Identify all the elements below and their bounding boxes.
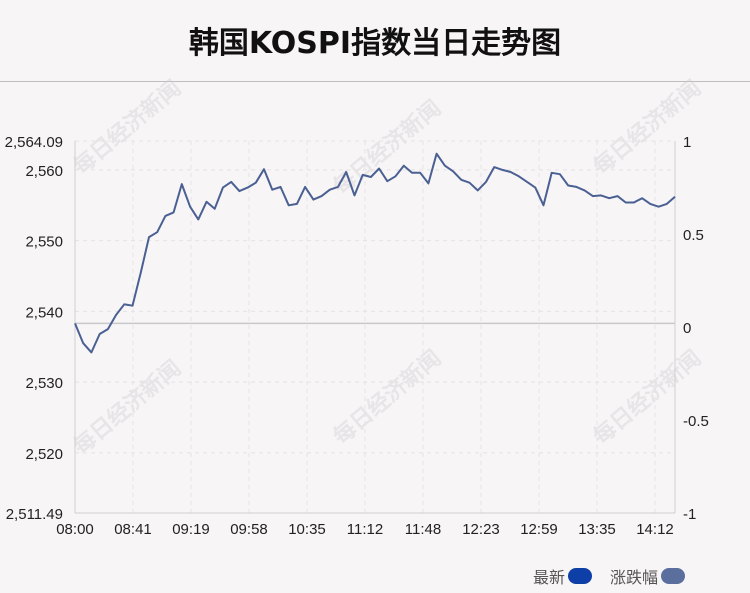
y-right-tick-label: 1: [683, 134, 691, 151]
x-tick-label: 12:23: [462, 521, 500, 538]
chart-title: 韩国KOSPI指数当日走势图: [188, 26, 562, 61]
legend-label-latest: 最新: [533, 568, 566, 587]
x-tick-label: 11:48: [405, 521, 441, 538]
x-tick-label: 10:35: [288, 521, 326, 538]
x-tick-label: 09:19: [172, 521, 210, 538]
y-right-tick-label: -1: [683, 506, 696, 523]
x-tick-label: 08:00: [56, 521, 94, 538]
y-left-tick-label: 2,560: [25, 163, 63, 180]
y-left-tick-label: 2,530: [25, 375, 63, 392]
title-divider: [0, 81, 750, 82]
x-tick-label: 14:12: [636, 521, 674, 538]
series-line-latest: [74, 152, 676, 354]
grid-lines: [74, 140, 675, 514]
series-layer: [74, 152, 676, 354]
tick-labels: 2,564.09 2,560 2,550 2,540 2,530 2,520 2,511.4…: [5, 134, 709, 538]
legend-swatch-latest: [568, 568, 593, 584]
y-right-tick-label: 0: [683, 320, 691, 337]
legend-item-latest[interactable]: 最新: [533, 564, 593, 588]
legend-label-change: 涨跌幅: [610, 568, 659, 587]
legend: 最新 涨跌幅: [533, 564, 703, 588]
y-right-tick-label: 0.5: [683, 227, 704, 244]
y-left-tick-label: 2,540: [25, 304, 63, 321]
axes: [74, 141, 676, 514]
x-tick-label: 09:58: [230, 521, 268, 538]
y-left-tick-label: 2,511.49: [6, 506, 63, 523]
legend-swatch-change: [661, 568, 686, 584]
y-left-tick-label: 2,520: [25, 446, 63, 463]
y-left-tick-label: 2,564.09: [5, 134, 63, 151]
x-tick-label: 11:12: [347, 521, 383, 538]
x-tick-label: 12:59: [520, 521, 558, 538]
x-tick-label: 08:41: [114, 521, 152, 538]
y-left-tick-label: 2,550: [25, 234, 63, 251]
y-right-tick-label: -0.5: [683, 413, 709, 430]
legend-item-change[interactable]: 涨跌幅: [610, 564, 686, 588]
x-tick-label: 13:35: [578, 521, 616, 538]
